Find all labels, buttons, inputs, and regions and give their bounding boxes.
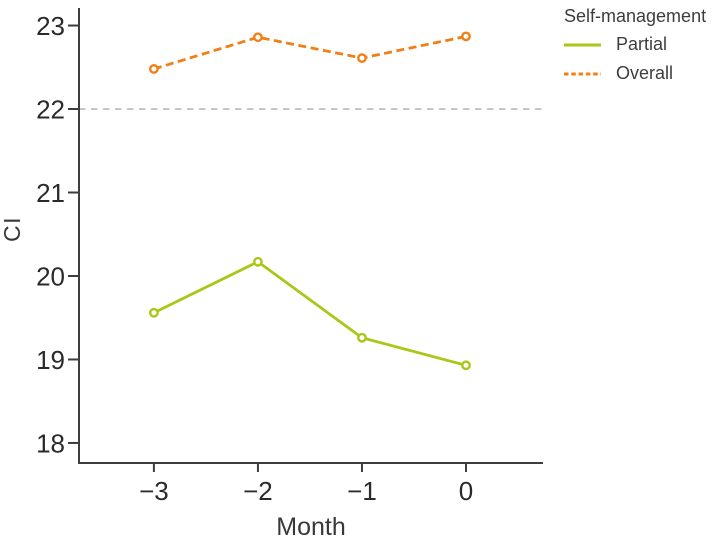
legend-label-overall: Overall	[616, 63, 674, 83]
series-line-partial	[153, 260, 467, 367]
data-point-overall	[149, 64, 159, 74]
data-point-partial	[149, 307, 159, 318]
data-point-overall	[357, 53, 367, 63]
overall-line-swatch	[564, 72, 601, 75]
legend: Self-management Partial Overall	[564, 6, 706, 83]
legend-title: Self-management	[564, 6, 707, 26]
x-axis-title: Month	[276, 513, 345, 538]
data-point-overall	[461, 31, 471, 42]
y-tick-label: 18	[36, 428, 65, 458]
partial-line-swatch	[564, 43, 601, 46]
x-tick-label: −3	[139, 476, 169, 506]
data-point-partial	[357, 332, 367, 343]
data-point-overall	[253, 32, 263, 43]
y-tick-label: 19	[36, 345, 65, 375]
legend-item-partial: Partial	[564, 34, 706, 54]
x-tick-label: −1	[347, 476, 377, 506]
legend-label-partial: Partial	[616, 34, 668, 54]
legend-item-overall: Overall	[564, 63, 706, 83]
y-tick-label: 21	[36, 178, 65, 208]
y-axis-title: CI	[0, 216, 25, 242]
data-point-partial	[253, 256, 263, 267]
y-tick-label: 22	[36, 95, 65, 125]
series-line-overall	[153, 35, 467, 71]
data-point-partial	[461, 360, 471, 371]
x-tick-label: 0	[459, 476, 473, 506]
y-tick-label: 20	[36, 261, 65, 291]
x-tick-label: −2	[243, 476, 273, 506]
y-tick-label: 23	[36, 11, 65, 41]
